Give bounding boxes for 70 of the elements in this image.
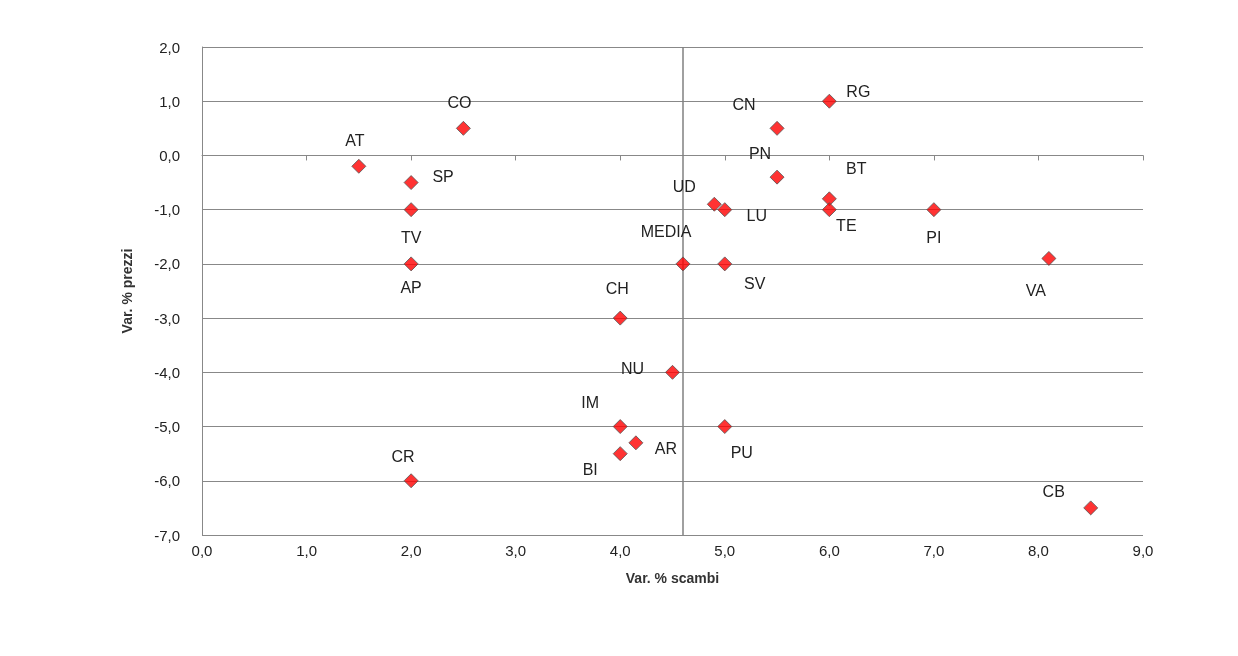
annotation: PI xyxy=(926,229,942,247)
point xyxy=(675,256,691,272)
x-tick-label: 2,0 xyxy=(400,542,422,559)
y-tick-label: -2,0 xyxy=(154,255,180,273)
annotation: CB xyxy=(1042,483,1065,501)
y-tick-label: -3,0 xyxy=(154,309,180,327)
annotation: CH xyxy=(605,279,629,297)
x-tick-label: 5,0 xyxy=(714,542,736,559)
point xyxy=(717,256,733,272)
annotation: UD xyxy=(672,177,696,195)
point xyxy=(706,196,722,212)
y-tick-label: 0,0 xyxy=(159,146,180,164)
point xyxy=(665,364,680,380)
point xyxy=(769,120,785,136)
x-tick-label: 4,0 xyxy=(609,542,631,559)
point xyxy=(821,202,837,218)
y-tick-label: 2,0 xyxy=(159,38,180,56)
point xyxy=(455,120,471,136)
annotation: SP xyxy=(432,168,454,186)
point xyxy=(403,175,419,191)
x-axis-title: Var. % scambi xyxy=(625,570,720,586)
x-tick-label: 1,0 xyxy=(296,542,317,559)
point xyxy=(612,419,628,435)
annotation: BT xyxy=(846,160,867,178)
point xyxy=(628,435,644,451)
point xyxy=(769,169,785,185)
annotation: AP xyxy=(400,279,422,297)
annotation: NU xyxy=(620,359,645,377)
point xyxy=(403,473,419,489)
y-tick-label: -6,0 xyxy=(154,472,180,490)
point xyxy=(351,158,367,174)
point xyxy=(1083,500,1099,516)
annotation: BI xyxy=(582,461,598,479)
point xyxy=(612,310,628,326)
point xyxy=(403,202,419,218)
x-tick-label: 8,0 xyxy=(1028,542,1049,559)
x-tick-label: 3,0 xyxy=(505,542,527,559)
annotation: IM xyxy=(581,394,600,412)
annotation: PU xyxy=(730,444,753,462)
point xyxy=(926,202,942,218)
annotation: VA xyxy=(1025,281,1047,299)
y-axis-title: Var. % prezzi xyxy=(119,248,135,334)
point xyxy=(403,256,419,272)
annotation: SV xyxy=(744,275,766,293)
point xyxy=(821,93,837,109)
annotation: CR xyxy=(391,448,415,466)
point xyxy=(717,419,733,435)
annotation: PN xyxy=(748,144,772,162)
annotation: LU xyxy=(746,207,767,225)
point xyxy=(717,202,733,218)
x-tick-label: 9,0 xyxy=(1132,542,1154,559)
annotation: MEDIA xyxy=(640,223,692,241)
y-tick-label: -5,0 xyxy=(154,418,180,436)
x-tick-label: 6,0 xyxy=(818,542,840,559)
y-tick-label: -1,0 xyxy=(154,201,180,219)
point xyxy=(821,191,837,207)
annotation: TV xyxy=(400,229,422,247)
y-tick-label: -4,0 xyxy=(154,363,180,381)
annotation: RG xyxy=(846,82,871,100)
y-tick-label: 1,0 xyxy=(159,92,180,110)
y-tick-label: -7,0 xyxy=(154,526,180,544)
annotation: TE xyxy=(836,217,857,235)
annotation: CN xyxy=(732,95,756,113)
point xyxy=(1041,250,1057,266)
x-tick-label: 0,0 xyxy=(191,542,213,559)
annotation: AR xyxy=(654,440,678,458)
annotation: AT xyxy=(345,131,365,149)
annotation: CO xyxy=(447,93,472,111)
point xyxy=(612,446,628,462)
x-tick-label: 7,0 xyxy=(923,542,945,559)
